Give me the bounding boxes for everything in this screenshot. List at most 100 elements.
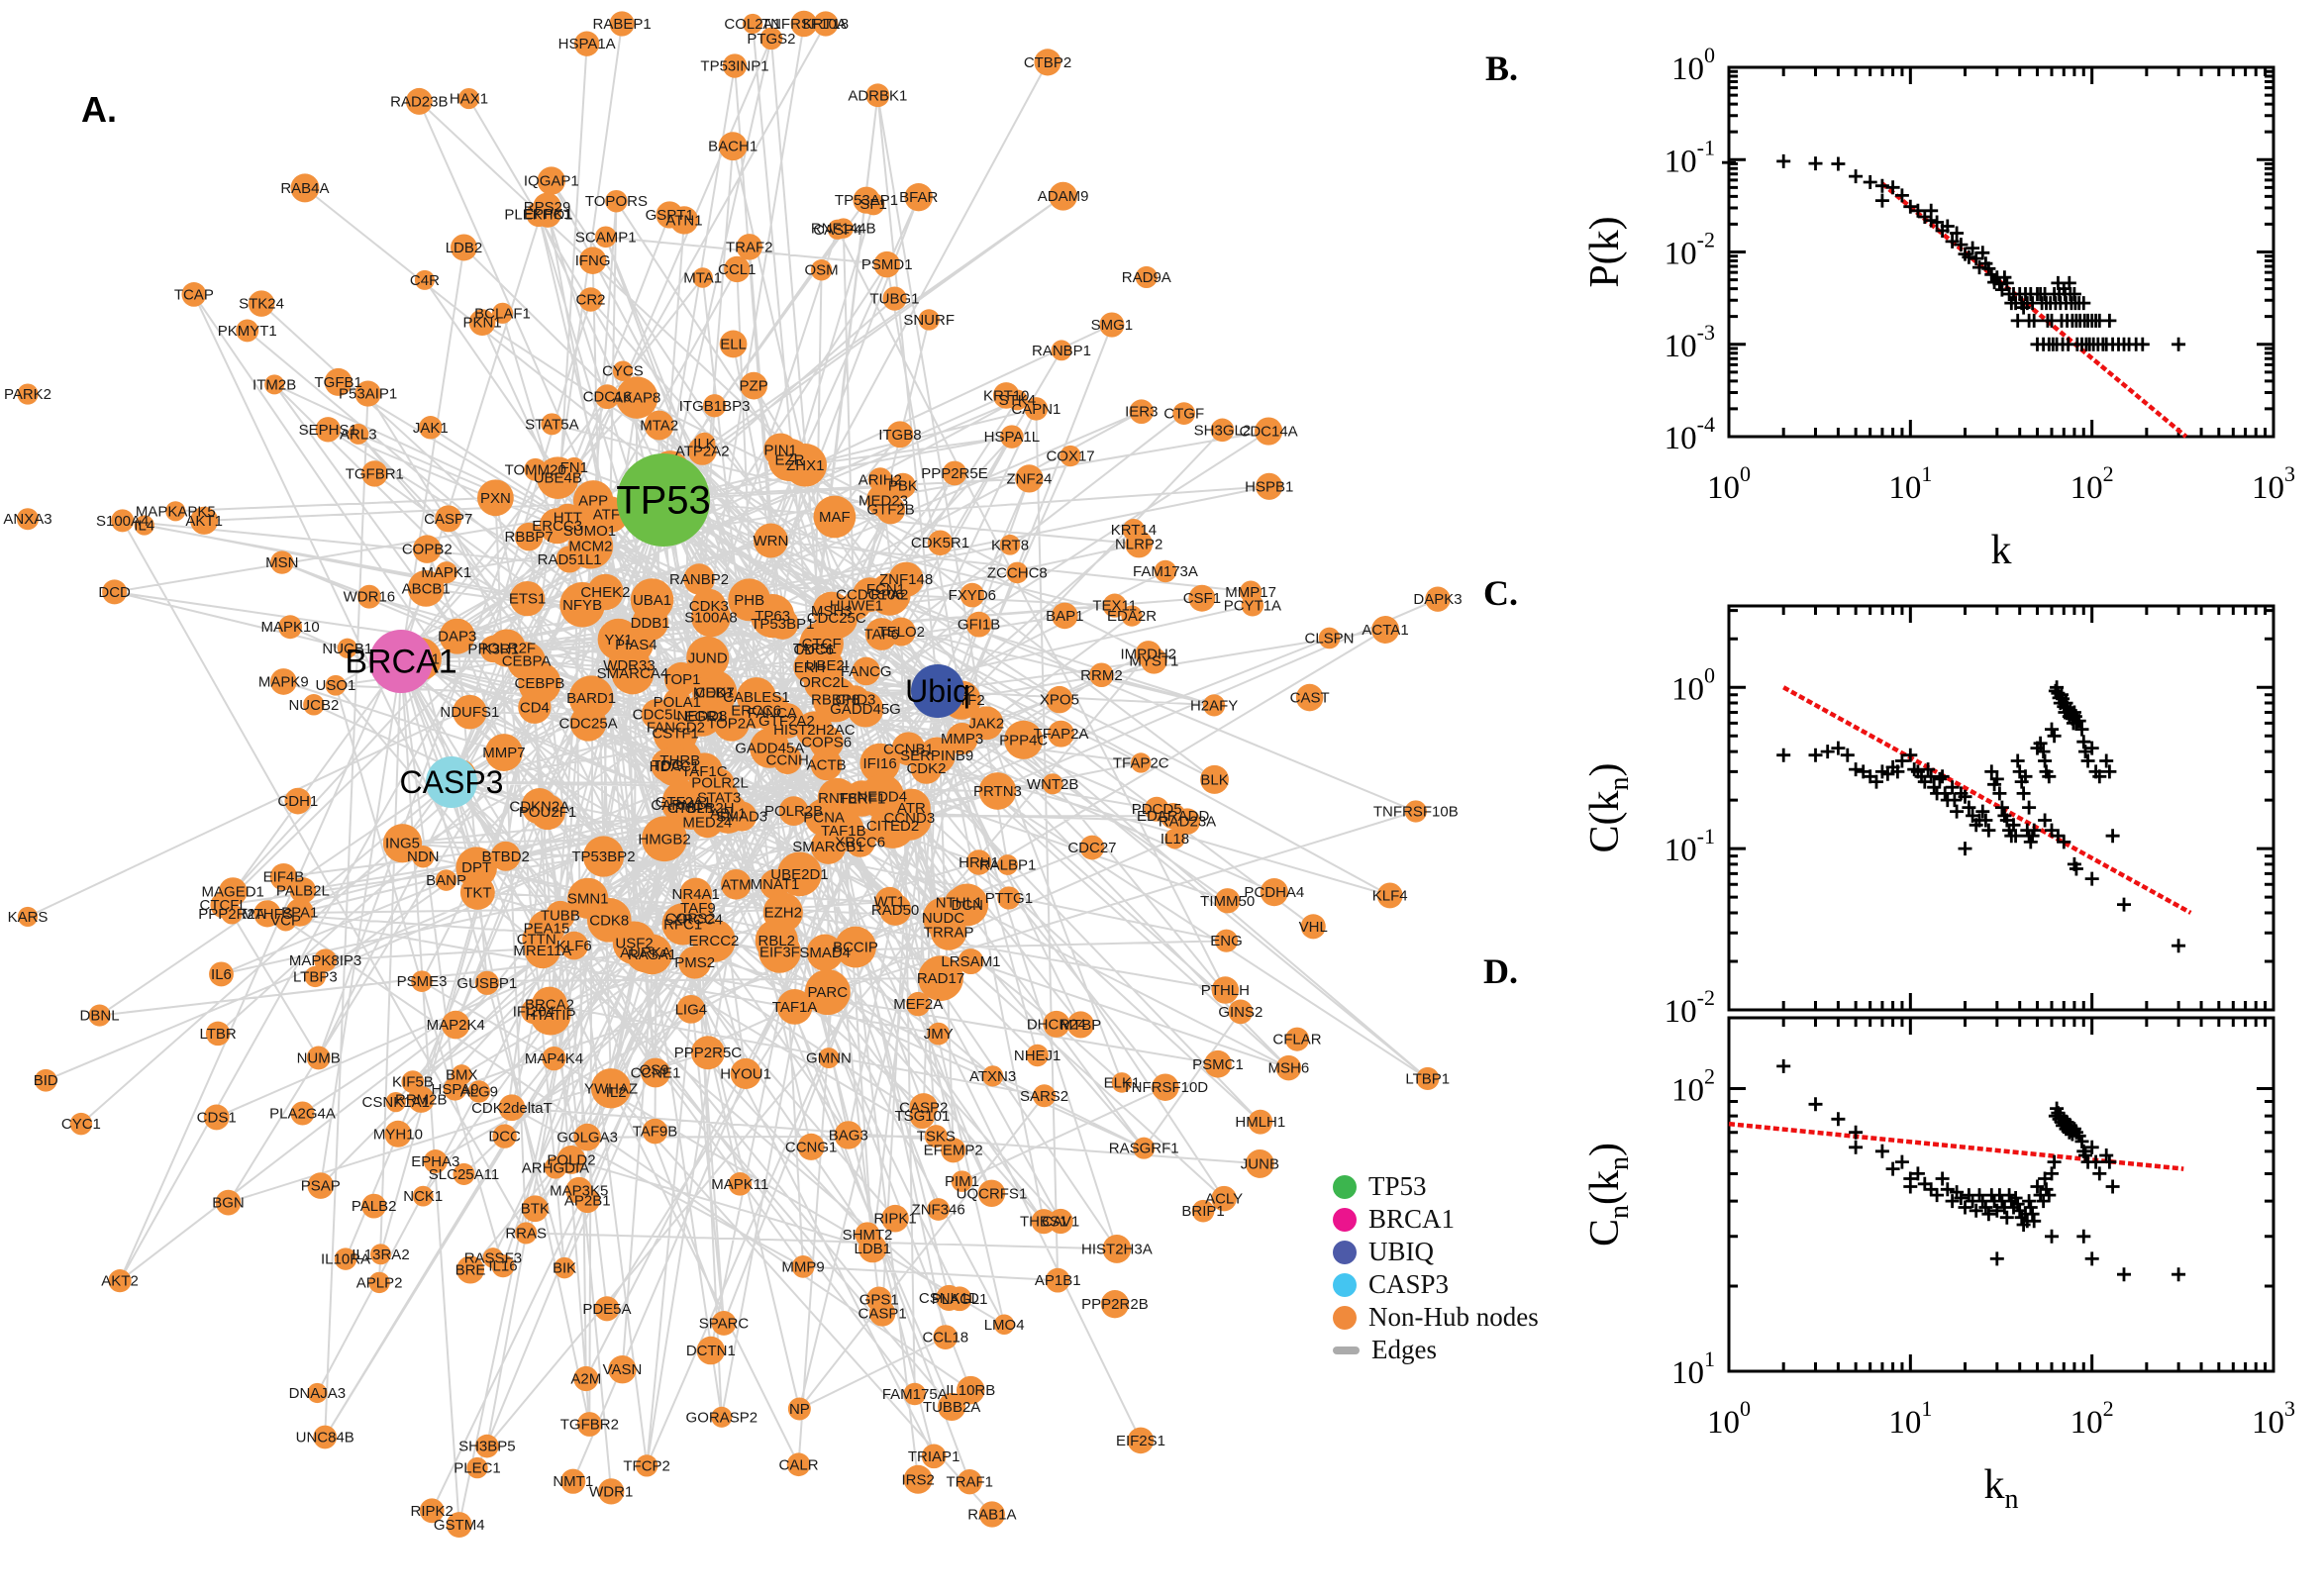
network-node-label: PTGS2 [747, 31, 795, 48]
network-node [556, 1146, 586, 1174]
network-node [686, 636, 730, 679]
network-node [724, 255, 751, 283]
network-node [412, 535, 442, 563]
network-node [1026, 1044, 1049, 1067]
network-node-label: TUBG1 [870, 291, 920, 308]
network-node-label: RABEP1 [593, 16, 652, 33]
network-node-label: SMARCB1 [792, 839, 864, 855]
tick-label: 102 [2070, 461, 2114, 506]
network-node [1200, 764, 1229, 794]
network-node-label: IRS2 [901, 1471, 934, 1488]
network-node-label: POLR2B [764, 803, 823, 820]
network-node [853, 186, 880, 214]
network-node-label: SEPHS1 [299, 422, 357, 439]
network-node-label: CCDC106 [836, 587, 903, 604]
network-node [435, 561, 457, 584]
tick-label: 100 [1707, 461, 1751, 506]
network-node-label: TP53BP1 [751, 616, 814, 633]
network-node-label: CDC25C [807, 610, 866, 627]
network-node-label: CDC16 [583, 389, 632, 406]
y-axis-label: P(k) [1582, 216, 1628, 287]
network-node-label: LIG4 [675, 1001, 708, 1018]
network-node [1204, 1049, 1232, 1078]
network-node [1135, 641, 1162, 667]
network-node [692, 267, 713, 288]
network-node-label: BRIP1 [1181, 1203, 1224, 1220]
network-node [453, 1162, 475, 1185]
legend-item: TP53 [1333, 1170, 1539, 1203]
network-node [776, 988, 813, 1025]
network-node [270, 550, 294, 574]
network-node [937, 1392, 966, 1422]
network-node [594, 384, 620, 410]
network-node [663, 661, 699, 697]
network-node-label: ILK [693, 436, 716, 452]
network-node [354, 380, 381, 407]
network-node-label: TRRAP [924, 924, 974, 941]
network-node [921, 1444, 947, 1469]
network-node-label: ZNF346 [912, 1202, 965, 1219]
network-node-label: TNFRSF10D [1122, 1079, 1208, 1096]
legend-item: Non-Hub nodes [1333, 1301, 1539, 1334]
network-node-label: JAK2 [968, 715, 1004, 732]
network-node-label: SCAMP1 [575, 229, 637, 246]
network-node-label: ADRBK1 [848, 87, 907, 104]
network-node-label: ERCC6 [731, 703, 781, 720]
network-node-label: NEDD4 [857, 788, 907, 805]
network-node [686, 697, 724, 736]
network-node-label: PPP2R5C [674, 1045, 743, 1061]
network-node [1006, 561, 1029, 584]
network-node [521, 998, 547, 1025]
tick-label: 101 [1888, 461, 1932, 506]
network-node [578, 247, 607, 274]
network-node-label: NDN [407, 848, 440, 865]
network-node-label: POLR2F [478, 641, 536, 657]
network-node [1245, 1148, 1274, 1178]
network-node [936, 1284, 962, 1311]
network-node-label: OSM [804, 262, 838, 279]
network-node-label: CCL18 [922, 1330, 968, 1347]
network-node [482, 1247, 504, 1268]
network-node [303, 694, 325, 716]
network-node-label: TAF1C [681, 763, 728, 780]
network-node-label: MRE11A [513, 943, 571, 959]
network-node-label: RBBP7 [505, 529, 554, 546]
network-node-label: RASA1 [628, 947, 676, 963]
panel-d-plot: 102 101 100 101 102 103 kn Cn(kn) [1582, 1016, 2295, 1515]
network-node [1248, 1109, 1273, 1135]
network-node [1164, 828, 1185, 849]
network-node-label: PPP2R2B [1081, 1296, 1149, 1313]
network-node-label: HSPA1A [558, 36, 616, 52]
network-node [978, 1501, 1005, 1528]
network-node-label: DDB1 [631, 615, 670, 632]
network-node-label: CR2 [576, 291, 606, 308]
network-node-label: GOLGA3 [556, 1130, 618, 1147]
node-swatch-icon [1333, 1272, 1357, 1297]
network-node-label: EIF2S1 [1116, 1433, 1165, 1449]
network-node-label: SF1 [859, 196, 887, 213]
network-node [269, 668, 297, 695]
network-node [477, 479, 514, 517]
network-node [997, 886, 1021, 910]
network-node-label: RAD51L1 [538, 551, 602, 568]
network-node-label: PIAS4 [615, 637, 657, 653]
network-node-label: RAD17 [917, 970, 964, 987]
network-node-label: GSTM4 [434, 1517, 485, 1534]
network-node-label: JUNB [1241, 1155, 1279, 1172]
network-node-label: PCNA [803, 810, 845, 827]
network-node-label: THBS1 [1020, 1214, 1067, 1231]
network-node-label: MMP9 [781, 1258, 824, 1275]
network-node [809, 725, 844, 759]
network-node-label: TKT [463, 884, 491, 901]
network-node [813, 11, 839, 37]
network-node-label: NP [789, 1401, 810, 1418]
network-node-label: COX17 [1046, 449, 1094, 465]
network-node [1210, 418, 1235, 443]
network-node-label: WRN [754, 533, 789, 549]
network-node [1228, 999, 1254, 1025]
network-node [1214, 929, 1239, 952]
network-node [678, 946, 712, 979]
legend-item: CASP3 [1333, 1268, 1539, 1301]
network-node-label: TOPORS [585, 193, 648, 210]
network-node-label: PIM1 [945, 1173, 979, 1190]
